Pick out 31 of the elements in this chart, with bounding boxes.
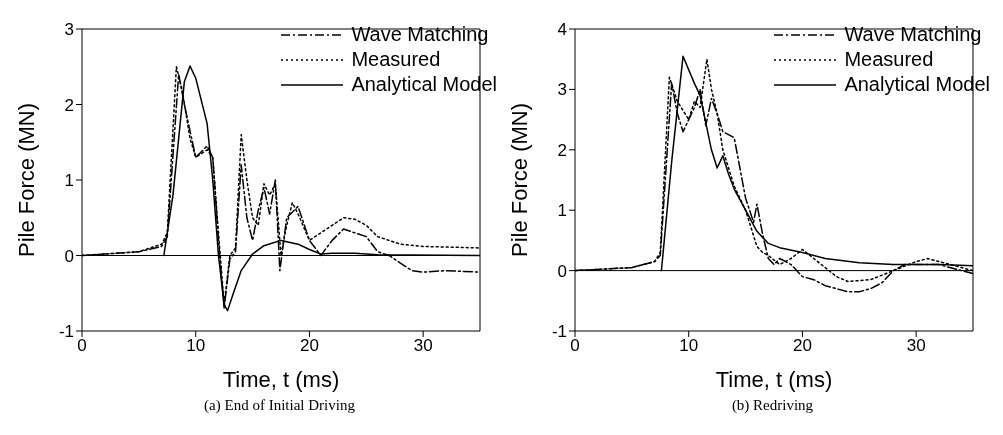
x-tick-label: 10 [679, 336, 699, 356]
y-axis-title: Pile Force (MN) [13, 102, 39, 258]
legend-label: Analytical Model [844, 72, 990, 97]
x-tick-label: 20 [792, 336, 812, 356]
legend-label: Measured [844, 47, 934, 72]
x-tick-label: 0 [77, 336, 87, 356]
legend-label: Wave Matching [844, 22, 982, 47]
legend-label: Analytical Model [351, 72, 497, 97]
y-tick-label: 0 [557, 261, 567, 281]
y-tick-label: 1 [557, 201, 567, 221]
y-tick-label: -1 [551, 322, 567, 342]
y-axis-title: Pile Force (MN) [506, 102, 532, 258]
y-tick-label: 4 [557, 20, 567, 40]
y-tick-label: 1 [64, 171, 74, 191]
legend-label: Wave Matching [351, 22, 489, 47]
y-tick-label: 3 [557, 80, 567, 100]
legend-label: Measured [351, 47, 441, 72]
y-tick-label: 2 [557, 140, 567, 160]
text: (a) End of Initial Driving [203, 397, 356, 414]
y-tick-label: 2 [64, 95, 74, 115]
x-axis-title: Time, t (ms) [715, 367, 833, 392]
y-tick-label: 0 [64, 246, 74, 266]
y-tick-label: 3 [64, 20, 74, 40]
x-tick-label: 30 [413, 336, 433, 356]
x-tick-label: 20 [299, 336, 319, 356]
x-tick-label: 0 [570, 336, 580, 356]
text: (b) Redriving [730, 397, 815, 414]
x-tick-label: 30 [906, 336, 926, 356]
x-tick-label: 10 [186, 336, 206, 356]
y-tick-label: -1 [58, 322, 74, 342]
x-axis-title: Time, t (ms) [222, 367, 340, 392]
